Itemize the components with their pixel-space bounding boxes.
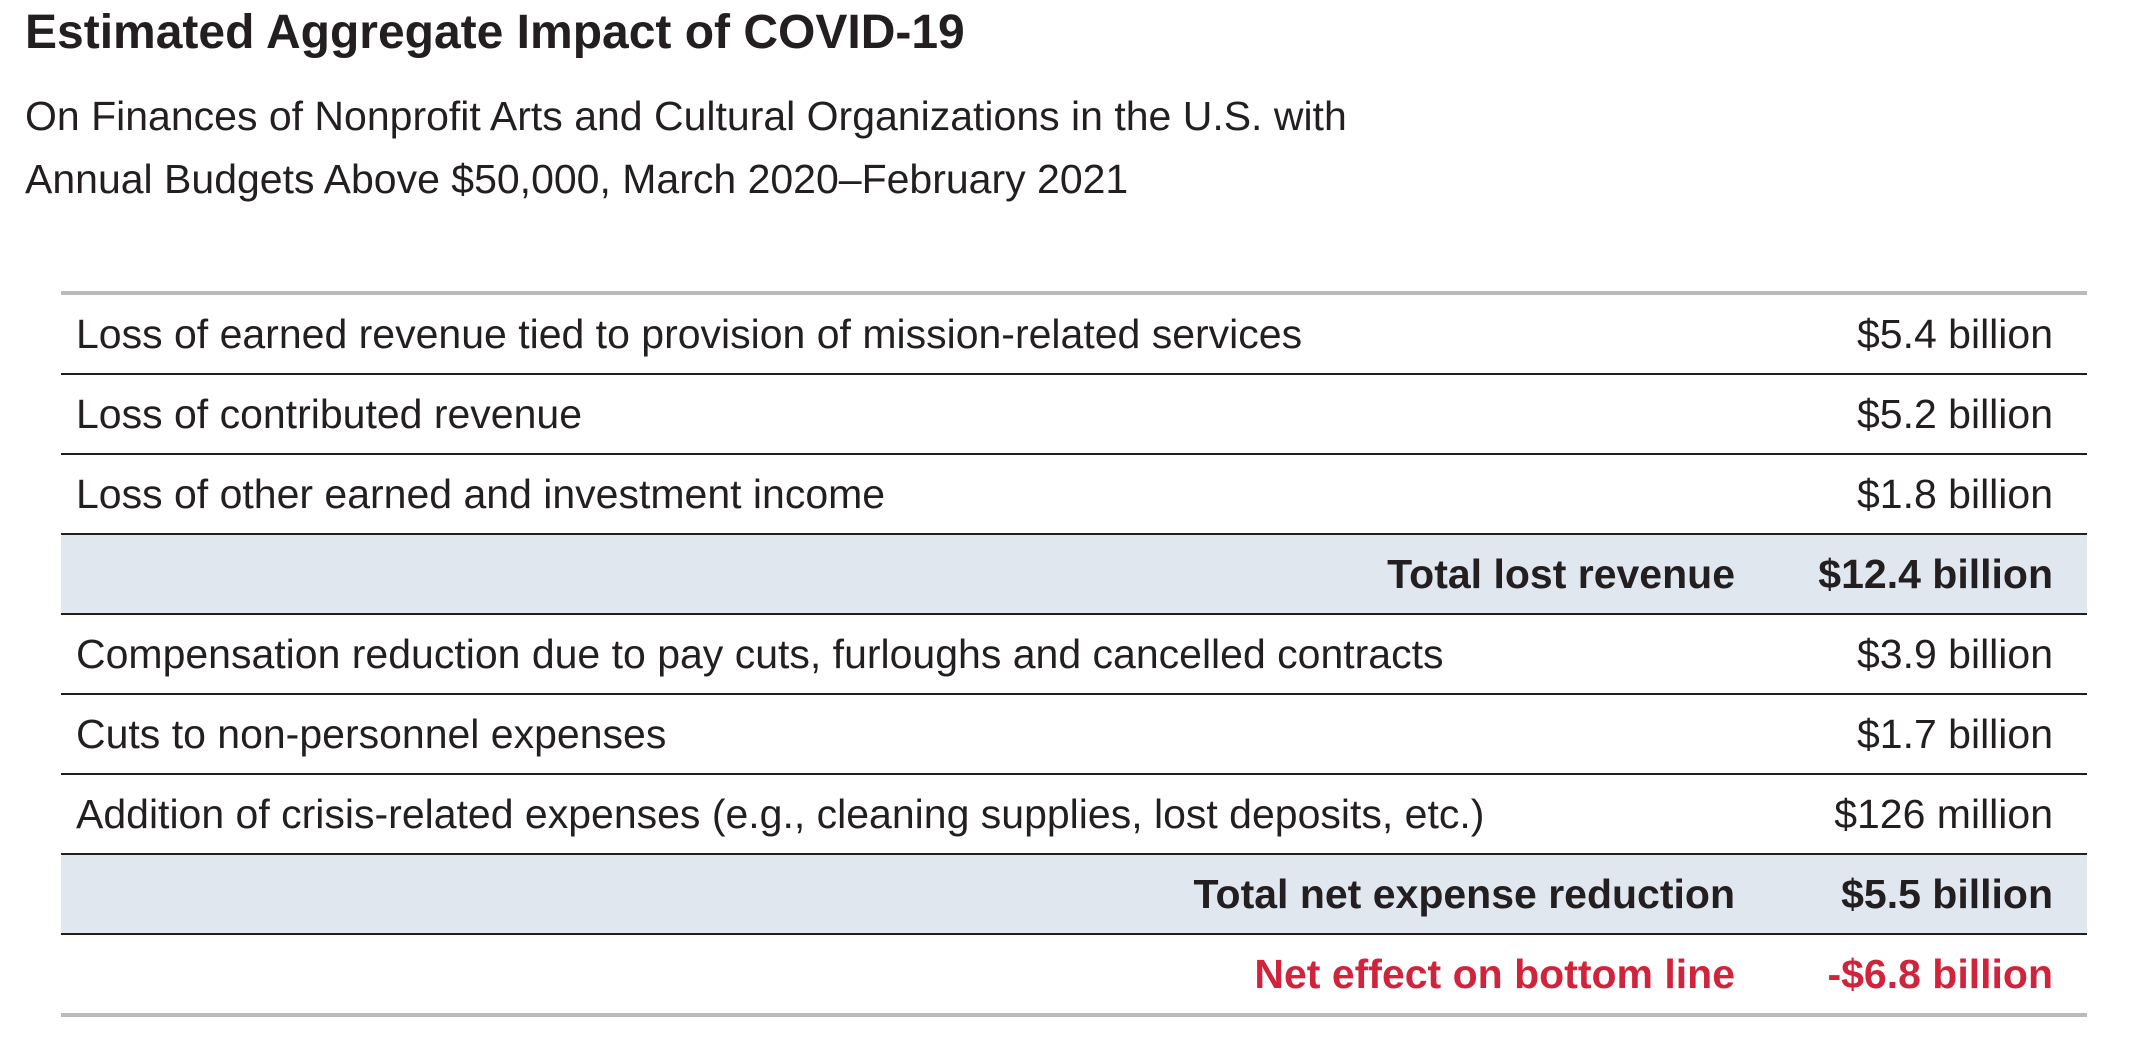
table-row: Loss of contributed revenue $5.2 billion [61, 375, 2087, 455]
total-row-value: $12.4 billion [1818, 551, 2053, 597]
row-value: $126 million [1834, 791, 2053, 837]
row-label: Loss of other earned and investment inco… [76, 471, 886, 517]
total-net-expense-reduction-row: Total net expense reduction $5.5 billion [61, 855, 2087, 935]
page-subtitle: On Finances of Nonprofit Arts and Cultur… [25, 85, 1347, 211]
net-effect-label: Net effect on bottom line [1254, 951, 1735, 997]
table-row: Compensation reduction due to pay cuts, … [61, 615, 2087, 695]
row-value: $5.2 billion [1856, 391, 2053, 437]
total-row-value: $5.5 billion [1841, 871, 2053, 917]
subtitle-line-1: On Finances of Nonprofit Arts and Cultur… [25, 93, 1347, 139]
table-row: Addition of crisis-related expenses (e.g… [61, 775, 2087, 855]
subtitle-line-2: Annual Budgets Above $50,000, March 2020… [25, 156, 1129, 202]
page-title: Estimated Aggregate Impact of COVID-19 [25, 6, 965, 59]
total-row-label: Total lost revenue [1387, 551, 1735, 597]
row-label: Loss of contributed revenue [76, 391, 582, 437]
total-row-label: Total net expense reduction [1193, 871, 1735, 917]
row-label: Addition of crisis-related expenses (e.g… [76, 791, 1485, 837]
row-value: $1.7 billion [1856, 711, 2053, 757]
net-effect-value: -$6.8 billion [1827, 951, 2053, 997]
row-value: $1.8 billion [1856, 471, 2053, 517]
impact-table: Loss of earned revenue tied to provision… [61, 291, 2087, 1017]
table-row: Cuts to non-personnel expenses $1.7 bill… [61, 695, 2087, 775]
total-lost-revenue-row: Total lost revenue $12.4 billion [61, 535, 2087, 615]
table-row: Loss of other earned and investment inco… [61, 455, 2087, 535]
row-value: $3.9 billion [1856, 631, 2053, 677]
row-value: $5.4 billion [1856, 311, 2053, 357]
row-label: Compensation reduction due to pay cuts, … [76, 631, 1444, 677]
table-row: Loss of earned revenue tied to provision… [61, 295, 2087, 375]
net-effect-row: Net effect on bottom line -$6.8 billion [61, 935, 2087, 1013]
row-label: Cuts to non-personnel expenses [76, 711, 667, 757]
row-label: Loss of earned revenue tied to provision… [76, 311, 1303, 357]
